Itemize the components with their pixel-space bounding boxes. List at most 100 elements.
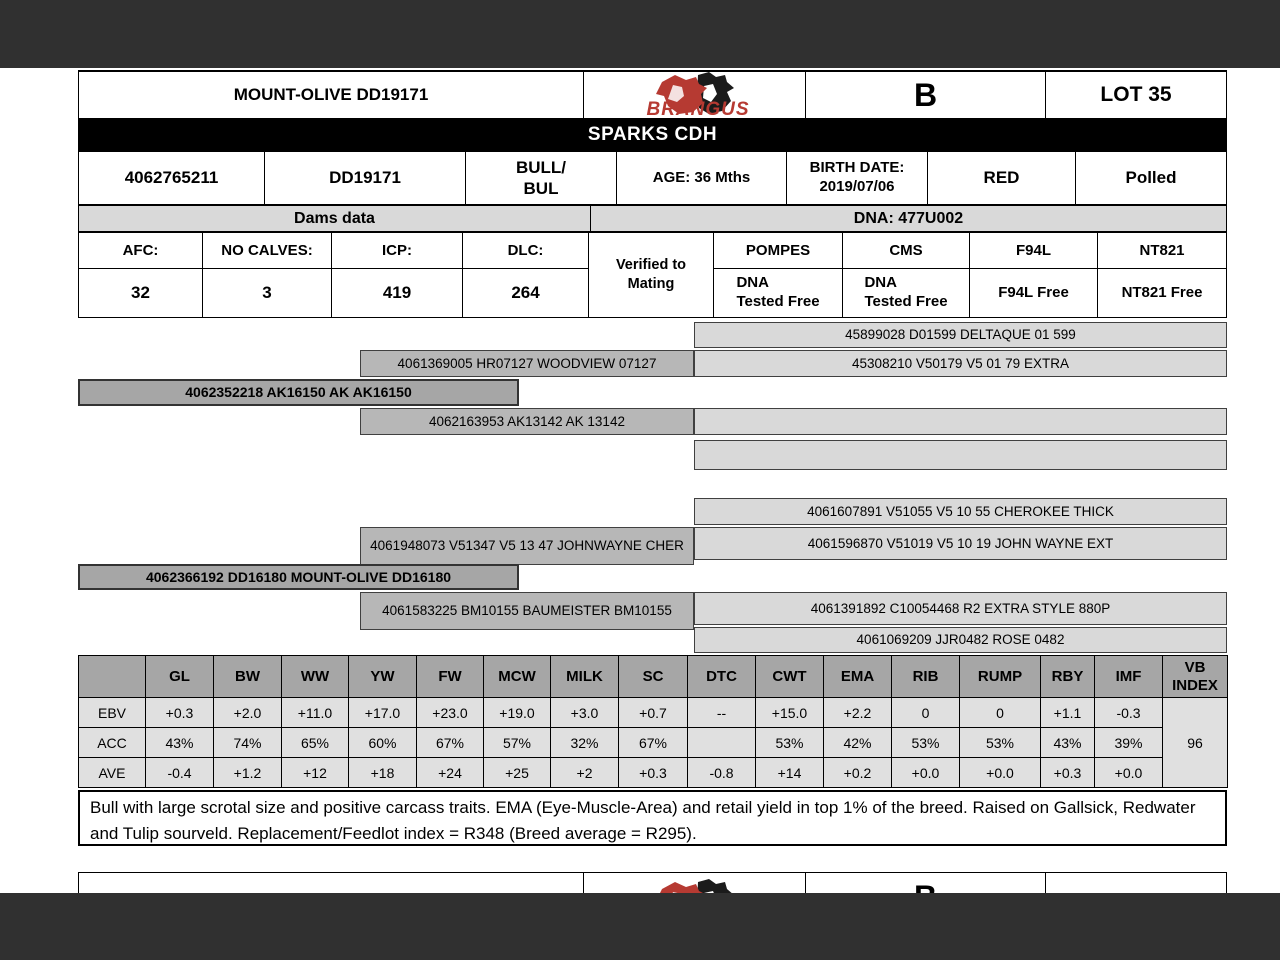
- animal-name-label: MOUNT-OLIVE DD19171: [233, 85, 429, 104]
- dlc-label: DLC:: [463, 233, 588, 269]
- nt821-label: NT821: [1098, 233, 1226, 269]
- f94l-result: F94L Free: [998, 283, 1069, 301]
- dna-header: DNA: 477U002: [591, 206, 1226, 231]
- pedigree-dam-dam: 4061583225 BM10155 BAUMEISTER BM10155: [360, 592, 694, 630]
- ebv-corner-cell: [78, 655, 146, 698]
- brangus-logo-icon: BRANGUS: [610, 879, 780, 893]
- ave-sc: +0.3: [618, 757, 688, 788]
- no-calves-value: 3: [262, 283, 272, 302]
- sex: BULL/ BUL: [466, 152, 617, 204]
- icp-column: ICP: 419: [332, 233, 463, 317]
- breeder-name: SPARKS CDH: [587, 124, 718, 145]
- next-card-name-cell: [79, 873, 584, 893]
- acc-bw: 74%: [213, 727, 282, 758]
- ebv-col-ww: WW: [281, 655, 349, 698]
- brangus-logo-icon: BRANGUS: [610, 72, 780, 118]
- ebv-sc: +0.7: [618, 697, 688, 728]
- pedigree-dam-dam-sire: 4061391892 C10054468 R2 EXTRA STYLE 880P: [694, 592, 1227, 625]
- ave-fw: +24: [416, 757, 484, 788]
- no-calves-label: NO CALVES:: [203, 233, 331, 269]
- tattoo: DD19171: [265, 152, 466, 204]
- ebv-col-gl: GL: [145, 655, 214, 698]
- pedigree-dam-sire: 4061948073 V51347 V5 13 47 JOHNWAYNE CHE…: [360, 527, 694, 565]
- ebv-gl: +0.3: [145, 697, 214, 728]
- next-card-preview: BRANGUS B: [78, 872, 1227, 893]
- ebv-col-vb-index: VB INDEX: [1162, 655, 1228, 698]
- f94l-column: F94L F94L Free: [970, 233, 1098, 317]
- pedigree-dam-dam-dam: 4061069209 JJR0482 ROSE 0482: [694, 627, 1227, 653]
- ebv-col-sc: SC: [618, 655, 688, 698]
- ave-rib: +0.0: [891, 757, 960, 788]
- pedigree-sire: 4062352218 AK16150 AK AK16150: [78, 379, 519, 406]
- comments-box: Bull with large scrotal size and positiv…: [78, 790, 1227, 846]
- acc-rib: 53%: [891, 727, 960, 758]
- ave-milk: +2: [550, 757, 619, 788]
- pedigree-sire-dam-dam: [694, 440, 1227, 470]
- viewer-top-bar: [0, 0, 1280, 68]
- breeder-bar: SPARKS CDH: [78, 119, 1227, 151]
- acc-sc: 67%: [618, 727, 688, 758]
- pedigree-sire-dam: 4062163953 AK13142 AK 13142: [360, 408, 694, 435]
- colour: RED: [928, 152, 1076, 204]
- vb-index-value: 96: [1162, 697, 1228, 788]
- ave-dtc: -0.8: [687, 757, 756, 788]
- ebv-row-label: EBV: [78, 697, 146, 728]
- pedigree-sire-dam-sire: [694, 408, 1227, 435]
- breed-letter: B: [913, 76, 938, 113]
- ebv-col-mcw: MCW: [483, 655, 551, 698]
- acc-ema: 42%: [823, 727, 892, 758]
- section-headers: Dams data DNA: 477U002: [78, 205, 1227, 232]
- title-row: MOUNT-OLIVE DD19171 BRANGUS B LOT 35: [78, 70, 1227, 119]
- ave-rby: +0.3: [1040, 757, 1095, 788]
- acc-milk: 32%: [550, 727, 619, 758]
- horn-status: Polled: [1125, 168, 1177, 188]
- ebv-col-bw: BW: [213, 655, 282, 698]
- pompes-label: POMPES: [714, 233, 842, 269]
- icp-label: ICP:: [332, 233, 462, 269]
- ave-gl: -0.4: [145, 757, 214, 788]
- ave-ww: +12: [281, 757, 349, 788]
- ebv-bw: +2.0: [213, 697, 282, 728]
- ebv-table: GL BW WW YW FW MCW MILK SC DTC CWT EMA R…: [78, 655, 1228, 788]
- cms-label: CMS: [843, 233, 969, 269]
- pedigree-dam-sire-dam: 4061596870 V51019 V5 10 19 JOHN WAYNE EX…: [694, 527, 1227, 560]
- ebv-ww: +11.0: [281, 697, 349, 728]
- age: AGE: 36 Mths: [617, 152, 787, 204]
- ave-yw: +18: [348, 757, 417, 788]
- ebv-yw: +17.0: [348, 697, 417, 728]
- acc-mcw: 57%: [483, 727, 551, 758]
- ebv-col-cwt: CWT: [755, 655, 824, 698]
- ebv-ema: +2.2: [823, 697, 892, 728]
- ebv-col-rib: RIB: [891, 655, 960, 698]
- acc-dtc: [687, 727, 756, 758]
- lot-number: LOT 35: [1100, 83, 1172, 106]
- ebv-imf: -0.3: [1094, 697, 1163, 728]
- pompes-column: POMPES DNA Tested Free: [714, 233, 843, 317]
- pedigree-sire-sire: 4061369005 HR07127 WOODVIEW 07127: [360, 350, 694, 377]
- dlc-value: 264: [511, 283, 540, 302]
- cms-column: CMS DNA Tested Free: [843, 233, 970, 317]
- ave-mcw: +25: [483, 757, 551, 788]
- ebv-col-imf: IMF: [1094, 655, 1163, 698]
- ave-cwt: +14: [755, 757, 824, 788]
- ave-row-label: AVE: [78, 757, 146, 788]
- acc-imf: 39%: [1094, 727, 1163, 758]
- icp-value: 419: [382, 283, 412, 302]
- acc-rby: 43%: [1040, 727, 1095, 758]
- birth-date: BIRTH DATE: 2019/07/06: [787, 152, 928, 204]
- ebv-row: EBV +0.3 +2.0 +11.0 +17.0 +23.0 +19.0 +3…: [78, 697, 1228, 788]
- reg-number: 4062765211: [79, 152, 265, 204]
- ebv-col-rby: RBY: [1040, 655, 1095, 698]
- breed-letter: B: [914, 879, 937, 893]
- ave-ema: +0.2: [823, 757, 892, 788]
- ebv-col-fw: FW: [416, 655, 484, 698]
- lot-cell: LOT 35: [1046, 72, 1226, 118]
- acc-fw: 67%: [416, 727, 484, 758]
- acc-row: ACC 43% 74% 65% 60% 67% 57% 32% 67% 53% …: [78, 727, 1228, 758]
- viewer-bottom-bar: [0, 893, 1280, 960]
- dams-dna-grid: AFC: 32 NO CALVES: 3 ICP: 419 DLC: 264 V…: [78, 232, 1227, 318]
- next-card-lot-cell: [1046, 873, 1226, 893]
- nt821-result: NT821 Free: [1121, 283, 1203, 301]
- nt821-column: NT821 NT821 Free: [1098, 233, 1226, 317]
- verified-to-mating: Verified to Mating: [589, 233, 714, 317]
